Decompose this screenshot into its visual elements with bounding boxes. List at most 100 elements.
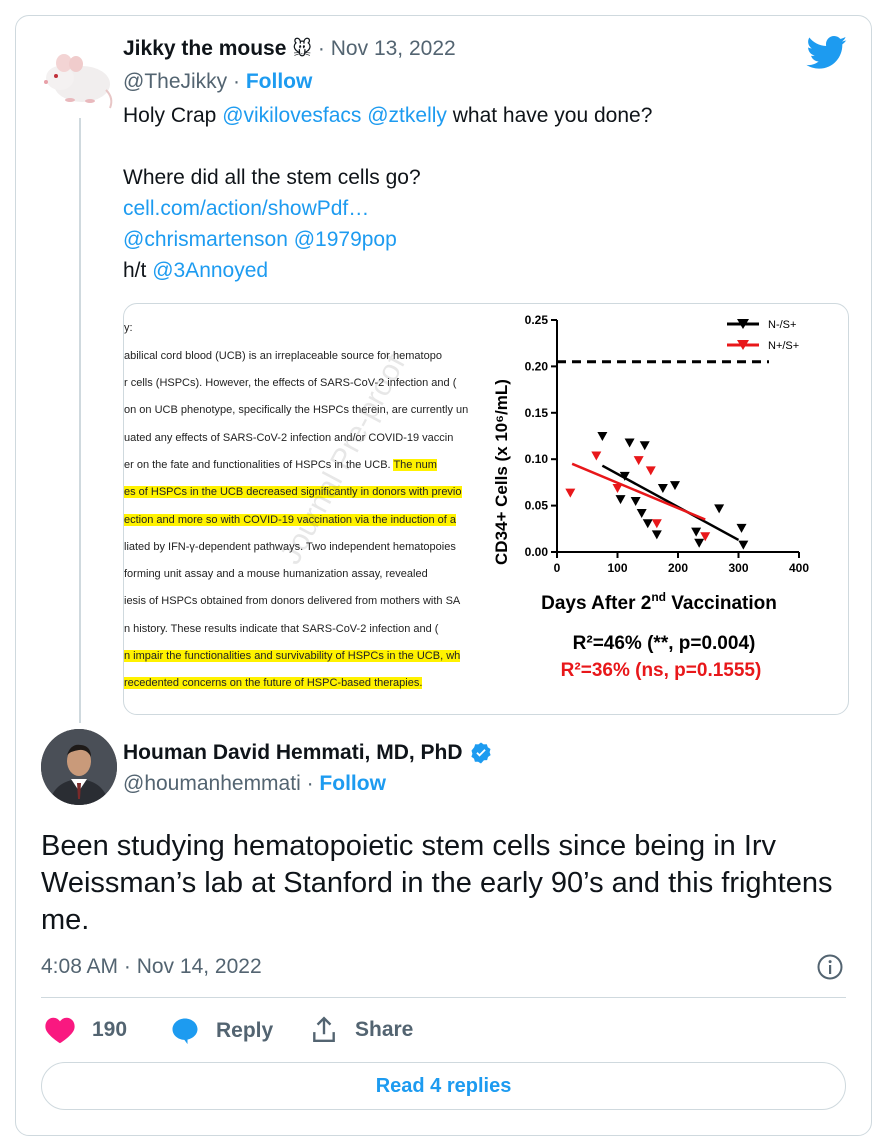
doc-highlight: The num: [393, 459, 437, 471]
quoted-author-handle[interactable]: @TheJikky: [123, 70, 228, 93]
mention-1979pop[interactable]: @1979pop: [293, 228, 397, 251]
data-point: [736, 523, 747, 533]
doc-line-highlight: ection and more so with COVID-19 vaccina…: [124, 514, 457, 526]
reply-bubble-icon: [172, 1018, 198, 1045]
data-point: [651, 530, 662, 540]
read-replies-button[interactable]: Read 4 replies: [41, 1062, 846, 1110]
quoted-line-1: Holy Crap @vikilovesfacs @ztkelly what h…: [123, 100, 652, 131]
data-point: [612, 483, 623, 493]
fit-line: [571, 462, 706, 521]
x-axis-label-end: Vaccination: [666, 593, 777, 614]
data-point: [630, 496, 641, 506]
mention-vikilovesfacs[interactable]: @vikilovesfacs: [222, 104, 362, 127]
data-point: [619, 471, 630, 481]
follow-houman-button[interactable]: Follow: [319, 772, 386, 795]
data-point: [700, 532, 711, 542]
doc-line: abilical cord blood (UCB) is an irreplac…: [124, 350, 442, 362]
houman-avatar[interactable]: [41, 729, 117, 805]
x-tick-label: 400: [789, 561, 809, 575]
like-count: 190: [92, 1018, 128, 1041]
read-replies-label: Read 4 replies: [375, 1074, 512, 1097]
ht-prefix: h/t: [123, 259, 153, 282]
quoted-line-ht: h/t @3Annoyed: [123, 255, 652, 286]
data-point: [642, 519, 653, 529]
legend-marker: [737, 319, 749, 329]
doc-highlight: es of HSPCs in the UCB decreased signifi…: [124, 486, 462, 498]
doc-line: y:: [124, 322, 133, 334]
reply-button[interactable]: Reply: [170, 1016, 273, 1046]
profile-photo: [41, 729, 117, 805]
data-point: [633, 456, 644, 466]
data-point: [691, 527, 702, 537]
mouse-avatar-image: [44, 54, 113, 109]
tweet-timestamp[interactable]: 4:08 AM · Nov 14, 2022: [41, 955, 262, 978]
doc-line: liated by IFN-γ-dependent pathways. Two …: [124, 541, 456, 553]
twitter-bird-icon[interactable]: [806, 36, 848, 75]
follow-jikky-button[interactable]: Follow: [245, 70, 313, 93]
share-label: Share: [355, 1018, 414, 1041]
legend-label: N+/S+: [768, 340, 799, 352]
paper-link[interactable]: cell.com/action/showPdf…: [123, 197, 370, 220]
heart-icon: [45, 1017, 75, 1044]
doc-line: n history. These results indicate that S…: [124, 623, 439, 635]
main-tweet-text: Been studying hematopoietic stem cells s…: [41, 830, 833, 936]
divider: [41, 997, 846, 998]
thread-connector-line: [79, 118, 81, 723]
quoted-tweet-header: Jikky the mouse 🐭 · Nov 13, 2022: [123, 37, 456, 61]
y-tick-label: 0.15: [525, 406, 549, 420]
main-tweet-header: Houman David Hemmati, MD, PhD: [123, 741, 493, 765]
data-point: [624, 438, 635, 448]
doc-line-highlight-start: er on the fate and functionalities of HS…: [124, 459, 437, 471]
mention-ztkelly[interactable]: @ztkelly: [367, 104, 447, 127]
main-author-name[interactable]: Houman David Hemmati, MD, PhD: [123, 741, 463, 764]
doc-line-highlight: n impair the functionalities and surviva…: [124, 650, 461, 662]
data-point: [645, 466, 656, 476]
like-button[interactable]: 190: [45, 1016, 127, 1044]
r2-red-annotation: R²=36% (ns, p=0.1555): [561, 660, 762, 681]
y-tick-label: 0.25: [525, 313, 549, 327]
main-handle-row: @houmanhemmati · Follow: [123, 772, 386, 796]
x-tick-label: 200: [668, 561, 688, 575]
doc-text: er on the fate and functionalities of HS…: [124, 459, 391, 471]
data-point: [694, 538, 705, 548]
doc-highlight: ection and more so with COVID-19 vaccina…: [124, 514, 457, 526]
doc-line: forming unit assay and a mouse humanizat…: [124, 568, 428, 580]
doc-line: r cells (HSPCs). However, the effects of…: [124, 377, 457, 389]
quoted-tweet-body: Holy Crap @vikilovesfacs @ztkelly what h…: [123, 100, 652, 286]
data-point: [639, 441, 650, 451]
main-author-handle[interactable]: @houmanhemmati: [123, 772, 301, 795]
mention-3annoyed[interactable]: @3Annoyed: [152, 259, 269, 282]
quoted-tweet-date[interactable]: Nov 13, 2022: [330, 37, 456, 60]
doc-line-highlight: recedented concerns on the future of HSP…: [124, 677, 423, 689]
y-tick-label: 0.05: [525, 499, 549, 513]
y-tick-label: 0.00: [525, 545, 549, 559]
data-point: [565, 488, 576, 498]
quoted-handle-row: @TheJikky · Follow: [123, 70, 313, 93]
x-tick-label: 300: [728, 561, 748, 575]
y-axis-label: CD34+ Cells (x 10⁶/mL): [492, 379, 511, 565]
verified-badge-icon: [469, 741, 493, 765]
paper-excerpt: y: abilical cord blood (UCB) is an irrep…: [124, 304, 496, 714]
doc-highlight: recedented concerns on the future of HSP…: [124, 677, 423, 689]
embedded-image[interactable]: y: abilical cord blood (UCB) is an irrep…: [123, 303, 849, 715]
data-point: [669, 481, 680, 491]
legend-label: N-/S+: [768, 319, 796, 331]
y-tick-label: 0.20: [525, 359, 549, 373]
x-axis-label-sup: nd: [651, 590, 666, 604]
header-separator: ·: [317, 37, 325, 60]
r2-black-annotation: R²=46% (**, p=0.004): [573, 633, 756, 654]
y-tick-label: 0.10: [525, 452, 549, 466]
jikky-avatar[interactable]: [40, 38, 116, 114]
reply-label: Reply: [216, 1019, 274, 1042]
line1-prefix: Holy Crap: [123, 104, 223, 127]
info-icon[interactable]: [816, 953, 844, 986]
share-upload-icon: [313, 1016, 335, 1042]
line1-suffix: what have you done?: [446, 104, 653, 127]
x-tick-label: 0: [554, 561, 561, 575]
quoted-author-name[interactable]: Jikky the mouse: [123, 37, 287, 60]
mention-chrismartenson[interactable]: @chrismartenson: [123, 228, 288, 251]
share-button[interactable]: Share: [311, 1016, 413, 1044]
legend-marker: [737, 340, 749, 350]
doc-line: uated any effects of SARS-CoV-2 infectio…: [124, 432, 454, 444]
data-point: [738, 540, 749, 550]
